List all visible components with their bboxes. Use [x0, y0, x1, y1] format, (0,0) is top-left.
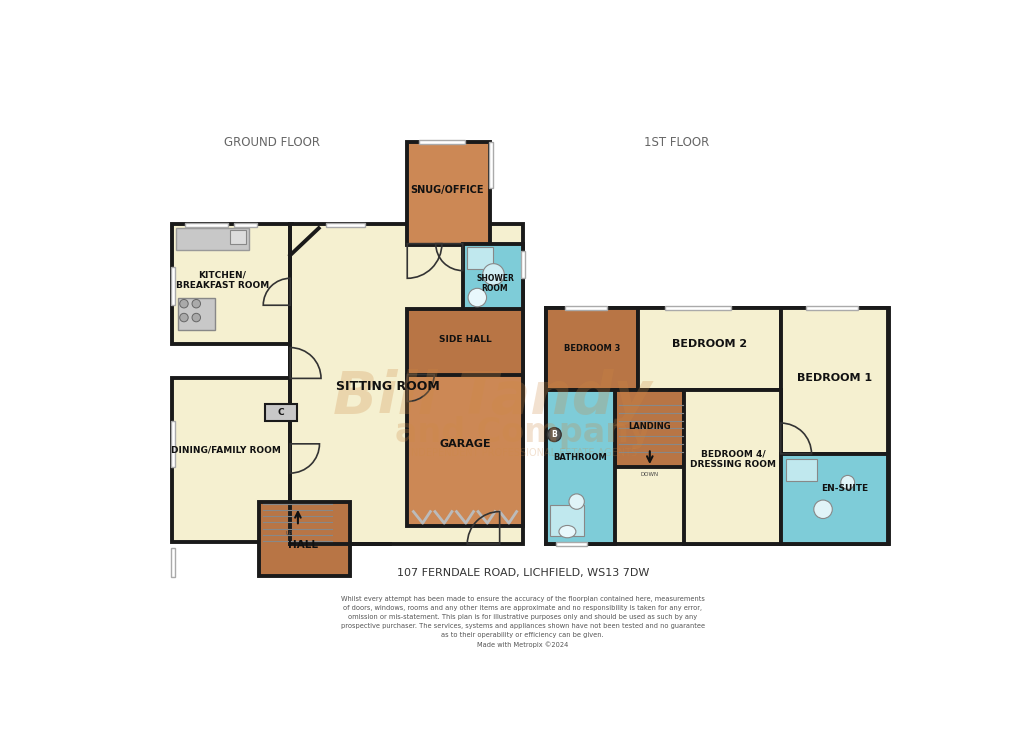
Bar — [407, 374, 522, 526]
Circle shape — [547, 428, 560, 441]
Text: SNUG/OFFICE: SNUG/OFFICE — [410, 185, 484, 195]
Circle shape — [569, 494, 584, 509]
Text: B: B — [551, 430, 556, 439]
Circle shape — [179, 300, 187, 308]
Text: DINING/FAMILY ROOM: DINING/FAMILY ROOM — [171, 445, 281, 454]
Bar — [172, 379, 290, 542]
Bar — [545, 308, 638, 390]
Bar — [786, 459, 816, 481]
Bar — [259, 501, 350, 576]
Text: GARAGE: GARAGE — [439, 438, 490, 449]
Bar — [233, 223, 257, 226]
Bar — [555, 542, 586, 546]
Text: BEDROOM 4/
DRESSING ROOM: BEDROOM 4/ DRESSING ROOM — [689, 450, 775, 469]
Bar — [265, 404, 297, 421]
Bar — [545, 308, 888, 544]
Text: C: C — [277, 408, 284, 417]
Bar — [805, 306, 858, 310]
Bar — [176, 229, 250, 249]
Bar — [177, 297, 215, 330]
Bar — [664, 306, 730, 310]
Text: SHOWER
ROOM: SHOWER ROOM — [476, 274, 514, 294]
Bar — [638, 308, 780, 390]
Text: INDEPENDENT PROFESSIONAL ESTATE AGENTS: INDEPENDENT PROFESSIONAL ESTATE AGENTS — [408, 448, 637, 458]
Bar — [780, 308, 888, 454]
Bar — [614, 390, 684, 467]
Circle shape — [482, 264, 503, 285]
Text: LANDING: LANDING — [628, 422, 671, 432]
Text: and Company: and Company — [394, 416, 650, 449]
Bar — [545, 390, 614, 544]
Text: HALL: HALL — [287, 541, 317, 551]
Text: Whilst every attempt has been made to ensure the accuracy of the floorplan conta: Whilst every attempt has been made to en… — [340, 596, 704, 648]
Text: GROUND FLOOR: GROUND FLOOR — [224, 135, 320, 149]
Bar — [185, 223, 227, 226]
Bar — [326, 223, 365, 226]
Text: BEDROOM 1: BEDROOM 1 — [796, 374, 871, 383]
Text: BATHROOM: BATHROOM — [553, 453, 606, 462]
Bar — [407, 309, 522, 379]
Ellipse shape — [558, 525, 576, 538]
Bar — [463, 244, 523, 324]
Bar — [171, 421, 174, 467]
Text: SITTING ROOM: SITTING ROOM — [336, 379, 439, 393]
Bar — [419, 140, 465, 144]
Text: 107 FERNDALE ROAD, LICHFIELD, WS13 7DW: 107 FERNDALE ROAD, LICHFIELD, WS13 7DW — [396, 568, 648, 578]
Text: KITCHEN/
BREAKFAST ROOM: KITCHEN/ BREAKFAST ROOM — [175, 271, 269, 291]
Text: BEDROOM 3: BEDROOM 3 — [564, 344, 620, 353]
Circle shape — [192, 300, 201, 308]
Bar — [290, 224, 522, 544]
Circle shape — [813, 500, 832, 518]
Bar — [230, 230, 246, 244]
Bar — [172, 224, 291, 344]
Text: DOWN: DOWN — [640, 472, 658, 477]
Text: BEDROOM 2: BEDROOM 2 — [671, 338, 746, 349]
Text: UP: UP — [285, 530, 292, 536]
Text: EN-SUITE: EN-SUITE — [820, 484, 867, 493]
Text: 1ST FLOOR: 1ST FLOOR — [643, 135, 708, 149]
Bar — [488, 142, 492, 188]
Bar — [780, 454, 888, 544]
Text: SIDE HALL: SIDE HALL — [438, 335, 491, 344]
Bar — [407, 142, 490, 245]
Bar — [549, 506, 584, 536]
Circle shape — [192, 313, 201, 322]
Bar — [565, 306, 607, 310]
Bar — [171, 548, 174, 577]
Circle shape — [468, 288, 486, 307]
Circle shape — [179, 313, 187, 322]
Text: Bill Tandy: Bill Tandy — [332, 369, 650, 426]
Bar — [684, 390, 780, 544]
Circle shape — [840, 475, 854, 489]
Bar — [466, 247, 493, 269]
Bar — [171, 267, 174, 306]
Bar — [521, 251, 525, 279]
